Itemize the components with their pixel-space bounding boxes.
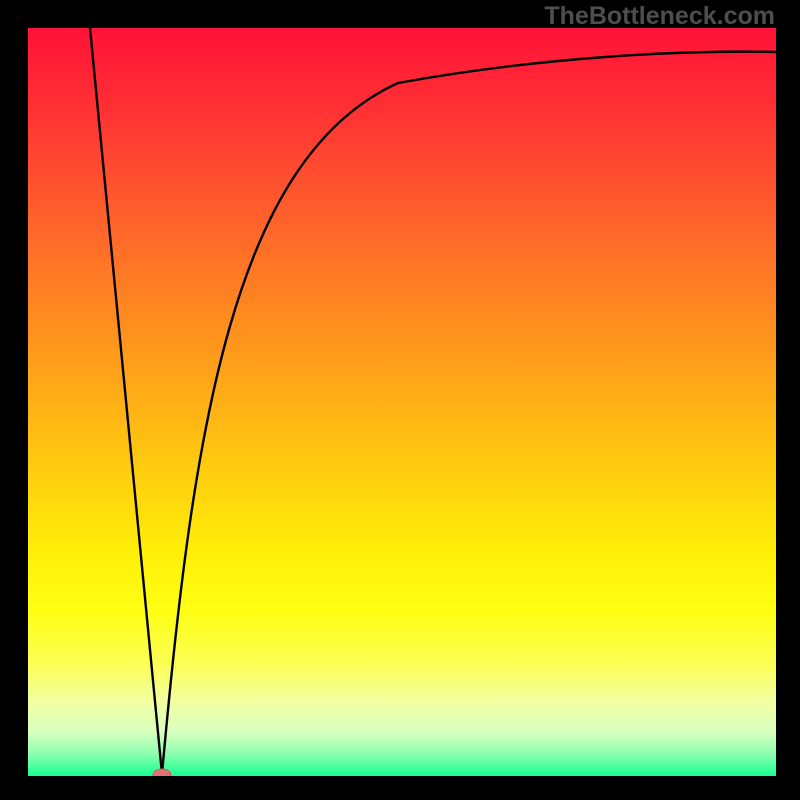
chart-container: TheBottleneck.com: [0, 0, 800, 800]
watermark-text: TheBottleneck.com: [544, 2, 775, 31]
gradient-background: [28, 28, 776, 776]
chart-plot: [28, 28, 776, 776]
border-right: [776, 0, 800, 800]
border-left: [0, 0, 28, 800]
border-bottom: [0, 776, 800, 800]
